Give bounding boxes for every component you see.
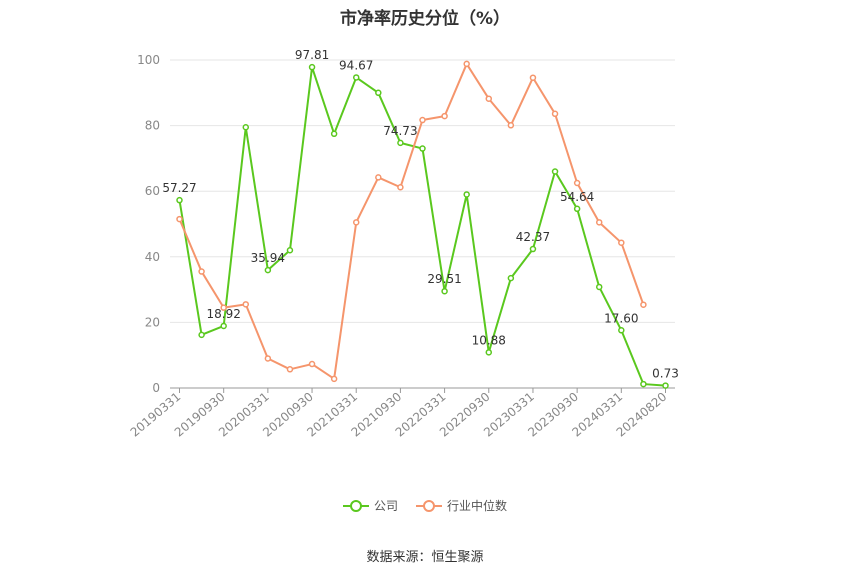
data-point bbox=[551, 110, 559, 118]
data-point bbox=[397, 184, 404, 191]
legend-swatch-company-icon bbox=[342, 499, 369, 513]
legend: 公司 行业中位数 bbox=[0, 497, 850, 514]
data-point bbox=[419, 116, 426, 124]
data-point bbox=[308, 63, 316, 71]
data-point bbox=[463, 60, 470, 68]
series-layer bbox=[176, 60, 669, 389]
data-label: 57.27 bbox=[162, 181, 196, 195]
data-point bbox=[662, 382, 669, 389]
data-point bbox=[419, 145, 426, 152]
data-point bbox=[176, 196, 183, 204]
data-label: 35.94 bbox=[251, 251, 285, 265]
legend-label-industry-median: 行业中位数 bbox=[447, 499, 508, 513]
data-point bbox=[330, 130, 338, 138]
legend-label-company: 公司 bbox=[373, 499, 398, 513]
y-tick-label: 20 bbox=[145, 315, 160, 329]
data-point bbox=[198, 331, 205, 339]
data-point bbox=[507, 122, 515, 129]
data-point bbox=[286, 366, 294, 373]
data-point bbox=[595, 283, 603, 291]
data-point bbox=[397, 139, 404, 147]
data-label: 94.67 bbox=[339, 58, 373, 72]
data-point bbox=[551, 168, 559, 175]
data-label: 97.81 bbox=[295, 48, 329, 62]
data-label: 18.92 bbox=[207, 307, 241, 321]
data-label: 10.88 bbox=[472, 333, 506, 347]
y-tick-label: 60 bbox=[145, 184, 160, 198]
data-source: 数据来源：恒生聚源 bbox=[366, 550, 484, 565]
data-point bbox=[198, 268, 205, 275]
data-point bbox=[485, 349, 493, 356]
data-point bbox=[264, 266, 272, 274]
data-point bbox=[286, 246, 294, 254]
data-point bbox=[485, 95, 493, 102]
data-point bbox=[529, 74, 537, 81]
data-point bbox=[573, 179, 581, 187]
data-point bbox=[308, 360, 316, 368]
data-point bbox=[441, 112, 448, 120]
grid-layer bbox=[170, 59, 675, 323]
axis-layer: 0204060801002019033120190930202003312020… bbox=[128, 53, 675, 440]
series-line-1 bbox=[178, 62, 645, 380]
data-point bbox=[220, 322, 227, 330]
data-point bbox=[375, 174, 382, 181]
data-point bbox=[618, 327, 625, 334]
data-point bbox=[640, 301, 647, 308]
data-label: 29.51 bbox=[427, 272, 461, 286]
legend-item-industry-median[interactable]: 行业中位数 bbox=[416, 497, 507, 514]
y-tick-label: 100 bbox=[137, 53, 160, 67]
data-point bbox=[640, 380, 647, 388]
y-tick-label: 40 bbox=[145, 250, 160, 264]
data-label: 54.64 bbox=[560, 190, 594, 204]
label-layer: 57.27 18.92 35.94 97.81 94.67 74.73 29.51 10.88… bbox=[162, 48, 679, 380]
data-point bbox=[529, 245, 537, 253]
legend-swatch-industry-icon bbox=[416, 499, 442, 513]
data-point bbox=[595, 219, 603, 226]
data-label: 17.60 bbox=[604, 311, 638, 325]
data-point bbox=[375, 89, 382, 97]
data-point bbox=[220, 304, 227, 311]
data-label: 0.73 bbox=[652, 367, 679, 381]
legend-item-company[interactable]: 公司 bbox=[342, 497, 398, 514]
data-point bbox=[242, 123, 250, 131]
data-point bbox=[330, 375, 338, 383]
data-point bbox=[618, 239, 625, 246]
data-point bbox=[264, 355, 272, 362]
data-label: 42.37 bbox=[516, 230, 550, 244]
data-point bbox=[352, 74, 360, 81]
line-chart: 0204060801002019033120190930202003312020… bbox=[128, 48, 679, 440]
data-point bbox=[463, 191, 470, 198]
data-point bbox=[352, 219, 360, 226]
data-point bbox=[573, 205, 581, 213]
data-label: 74.73 bbox=[383, 124, 417, 138]
y-tick-label: 80 bbox=[145, 119, 160, 133]
data-point bbox=[507, 274, 515, 282]
chart-title: 市净率历史分位（%） bbox=[339, 9, 511, 29]
series-line-0 bbox=[178, 66, 666, 387]
data-point bbox=[176, 215, 183, 223]
y-tick-label: 0 bbox=[152, 381, 160, 395]
data-point bbox=[441, 287, 448, 295]
data-point bbox=[242, 301, 250, 308]
